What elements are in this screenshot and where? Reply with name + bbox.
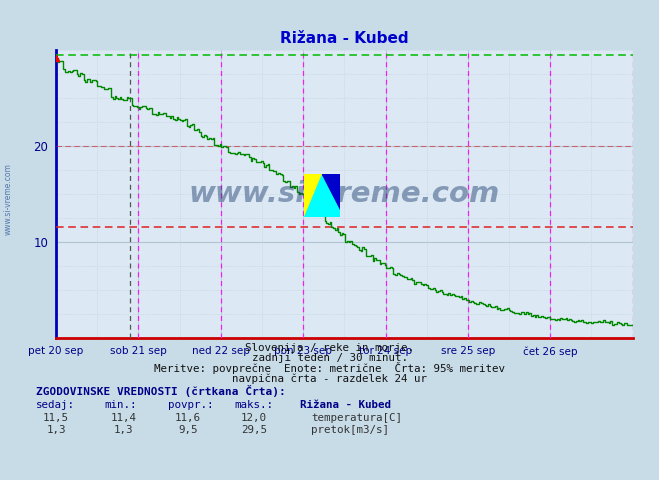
Polygon shape <box>304 174 322 217</box>
Text: temperatura[C]: temperatura[C] <box>311 413 402 423</box>
Title: Rižana - Kubed: Rižana - Kubed <box>280 32 409 47</box>
Polygon shape <box>322 174 340 209</box>
Text: www.si-vreme.com: www.si-vreme.com <box>188 180 500 208</box>
Text: pretok[m3/s]: pretok[m3/s] <box>311 425 389 435</box>
Text: Rižana - Kubed: Rižana - Kubed <box>300 400 391 410</box>
Text: zadnji teden / 30 minut.: zadnji teden / 30 minut. <box>252 353 407 363</box>
Text: sedaj:: sedaj: <box>36 400 75 410</box>
Text: maks.:: maks.: <box>234 400 273 410</box>
Polygon shape <box>304 174 340 217</box>
Text: 11,6: 11,6 <box>175 413 201 423</box>
Text: 12,0: 12,0 <box>241 413 267 423</box>
Text: 9,5: 9,5 <box>178 425 198 435</box>
Text: 29,5: 29,5 <box>241 425 267 435</box>
Text: 1,3: 1,3 <box>114 425 134 435</box>
Text: 11,5: 11,5 <box>43 413 69 423</box>
Text: min.:: min.: <box>104 400 136 410</box>
Text: 11,4: 11,4 <box>111 413 137 423</box>
Text: navpična črta - razdelek 24 ur: navpična črta - razdelek 24 ur <box>232 373 427 384</box>
Text: 1,3: 1,3 <box>46 425 66 435</box>
Text: www.si-vreme.com: www.si-vreme.com <box>3 163 13 235</box>
Text: Meritve: povprečne  Enote: metrične  Črta: 95% meritev: Meritve: povprečne Enote: metrične Črta:… <box>154 361 505 373</box>
Text: povpr.:: povpr.: <box>168 400 214 410</box>
Text: ZGODOVINSKE VREDNOSTI (črtkana Črta):: ZGODOVINSKE VREDNOSTI (črtkana Črta): <box>36 384 286 396</box>
Text: Slovenija / reke in morje.: Slovenija / reke in morje. <box>245 343 414 353</box>
